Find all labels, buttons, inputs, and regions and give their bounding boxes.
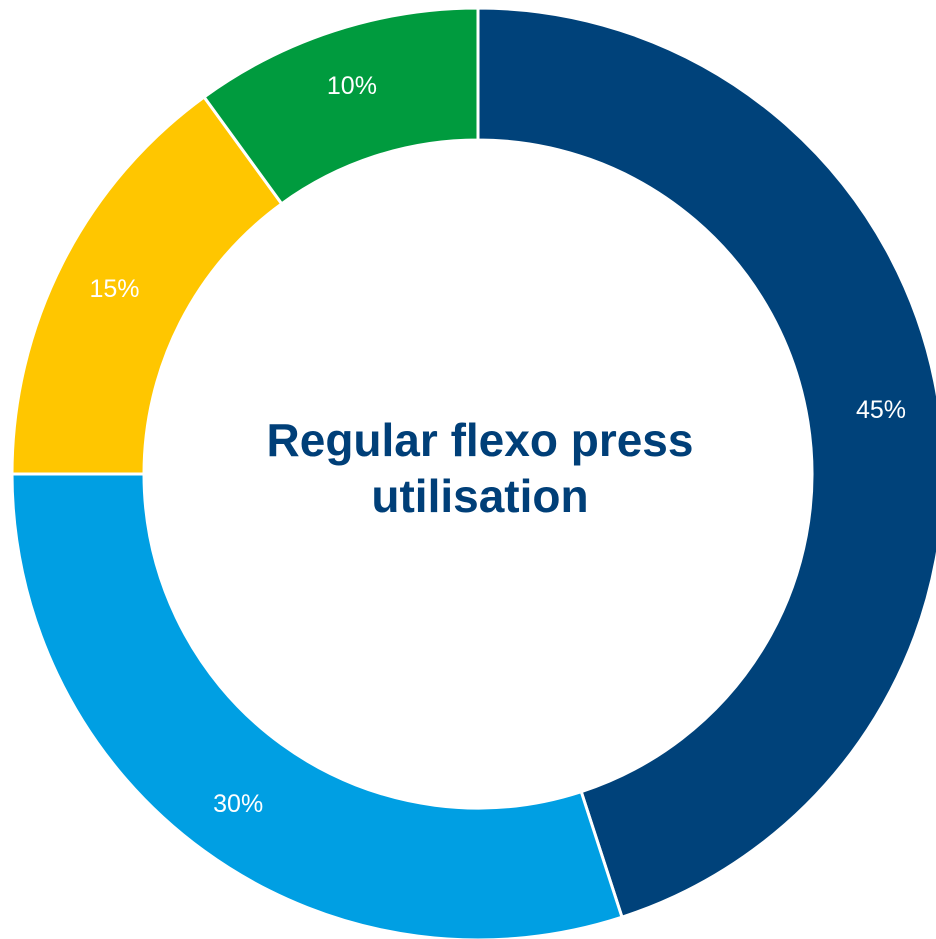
- chart-title-line-2: utilisation: [371, 470, 589, 522]
- donut-slice-2: [10, 472, 624, 939]
- donut-slice-1: [476, 6, 936, 920]
- donut-slice-4: [201, 6, 480, 206]
- slice-labels: 45% 30% 15% 10%: [89, 72, 906, 818]
- chart-title-line-1: Regular flexo press: [266, 414, 694, 466]
- slice-label-1: 45%: [856, 396, 906, 424]
- slice-label-4: 10%: [327, 72, 377, 100]
- slice-label-3: 15%: [89, 275, 139, 303]
- chart-title: Regular flexo press utilisation: [200, 412, 760, 524]
- slice-label-2: 30%: [213, 790, 263, 818]
- donut-slices: [10, 6, 936, 939]
